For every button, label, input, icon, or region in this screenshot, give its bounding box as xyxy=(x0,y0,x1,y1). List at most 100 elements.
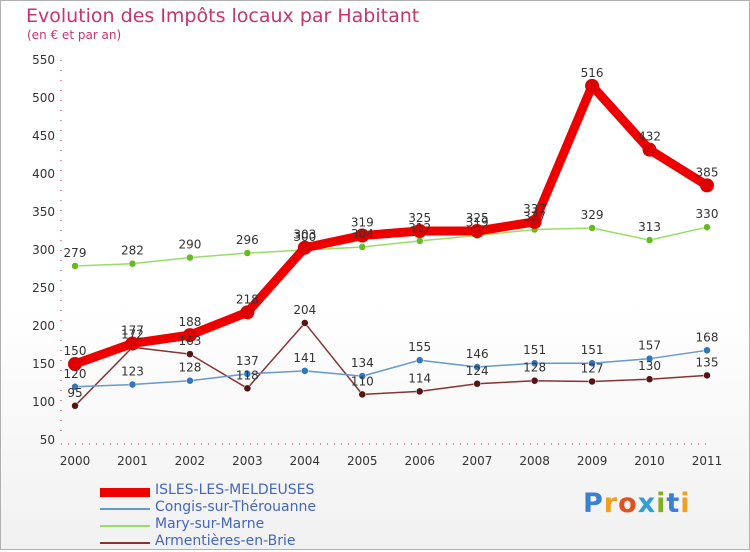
data-point xyxy=(128,259,137,268)
data-label: 204 xyxy=(293,303,316,317)
data-label: 172 xyxy=(121,327,144,341)
data-point xyxy=(415,356,424,364)
data-point xyxy=(588,359,596,367)
data-point xyxy=(530,376,539,385)
y-tick-label: 150 xyxy=(32,357,55,371)
data-label: 337 xyxy=(523,202,546,216)
legend-swatch xyxy=(100,487,150,497)
data-point xyxy=(71,402,79,410)
data-point xyxy=(186,350,194,358)
data-label: 128 xyxy=(178,361,201,375)
data-label: 163 xyxy=(178,334,201,348)
data-point xyxy=(642,142,657,157)
data-label: 123 xyxy=(121,365,144,379)
data-point xyxy=(527,214,542,229)
data-point xyxy=(301,319,309,327)
x-tick-label: 2006 xyxy=(404,454,435,468)
data-point xyxy=(355,228,370,243)
data-point xyxy=(243,370,252,378)
data-label: 151 xyxy=(581,343,604,357)
data-label: 279 xyxy=(64,246,87,260)
series-1 xyxy=(71,346,711,391)
y-tick-label: 400 xyxy=(32,167,55,181)
x-tick-label: 2008 xyxy=(519,454,550,468)
axes: 50 100 150 200 250 300 350 400 450 500 550 2000 2001… xyxy=(32,53,722,468)
data-label: 114 xyxy=(408,371,431,385)
y-tick-label: 350 xyxy=(32,205,55,219)
series-line xyxy=(74,322,708,407)
data-point xyxy=(585,78,600,93)
chart-title: Evolution des Impôts locaux par Habitant xyxy=(26,5,420,27)
proxiti-logo: Proxiti xyxy=(583,488,691,519)
data-point xyxy=(470,224,485,238)
data-point xyxy=(473,363,481,371)
data-label: 128 xyxy=(523,361,546,375)
data-point xyxy=(358,372,367,380)
data-point xyxy=(182,328,197,343)
x-tick-label: 2005 xyxy=(347,454,378,468)
data-label: 130 xyxy=(638,359,661,373)
data-label: 300 xyxy=(293,230,316,244)
legend-label: ISLES-LES-MELDEUSES xyxy=(155,482,315,498)
data-label: 432 xyxy=(638,130,661,144)
x-tick-label: 2004 xyxy=(290,454,321,468)
data-label: 137 xyxy=(236,354,259,368)
data-point xyxy=(700,178,714,193)
chart-subtitle: (en € et par an) xyxy=(27,28,122,42)
data-label: 151 xyxy=(523,343,546,357)
data-label: 141 xyxy=(293,351,316,365)
y-tick-label: 300 xyxy=(32,243,55,257)
data-label: 304 xyxy=(351,227,374,241)
x-tick-label: 2010 xyxy=(634,454,665,468)
data-labels-layer: 279 282 290 296 300 304 312 319 327 329 313 330 120 1… xyxy=(64,66,719,400)
data-point xyxy=(415,237,424,245)
data-point xyxy=(645,375,654,383)
data-point xyxy=(301,367,309,375)
data-label: 134 xyxy=(351,356,374,370)
series-line xyxy=(74,349,708,388)
data-point xyxy=(703,223,711,231)
data-label: 516 xyxy=(581,66,604,80)
data-label: 146 xyxy=(466,347,489,361)
y-tick-label: 200 xyxy=(32,319,55,333)
data-label: 330 xyxy=(696,207,719,221)
data-label: 319 xyxy=(466,216,489,230)
data-label: 290 xyxy=(178,238,201,252)
x-tick-label: 2000 xyxy=(60,454,91,468)
x-tick-label: 2003 xyxy=(232,454,263,468)
data-point xyxy=(358,390,367,399)
data-label: 312 xyxy=(408,221,431,235)
data-label: 385 xyxy=(696,165,719,179)
data-point xyxy=(243,249,252,257)
data-label: 282 xyxy=(121,244,144,258)
data-label: 303 xyxy=(293,228,316,242)
data-point xyxy=(415,387,424,396)
y-tick-label: 250 xyxy=(32,281,55,295)
data-point xyxy=(588,377,596,386)
data-label: 155 xyxy=(408,340,431,354)
series-0 xyxy=(68,78,714,371)
y-tick-label: 50 xyxy=(40,433,55,447)
data-point xyxy=(186,253,194,262)
data-point xyxy=(645,236,654,244)
y-tick-label: 100 xyxy=(32,395,55,409)
data-label: 127 xyxy=(581,361,604,375)
x-tick-label: 2007 xyxy=(462,454,493,468)
legend-label: Armentières-en-Brie xyxy=(155,533,296,549)
series-3 xyxy=(71,319,711,410)
y-tick-label: 550 xyxy=(32,53,55,67)
data-point xyxy=(128,380,137,389)
data-label: 296 xyxy=(236,233,259,247)
legend-swatch xyxy=(100,542,150,544)
data-label: 188 xyxy=(178,315,201,329)
data-label: 327 xyxy=(523,209,546,223)
data-point xyxy=(68,357,82,371)
legend-swatch xyxy=(100,525,150,527)
data-label: 118 xyxy=(236,368,259,382)
data-point xyxy=(297,240,312,255)
data-point xyxy=(240,305,255,320)
data-label: 120 xyxy=(64,367,87,381)
series-line xyxy=(74,226,708,267)
series-line xyxy=(70,81,712,369)
